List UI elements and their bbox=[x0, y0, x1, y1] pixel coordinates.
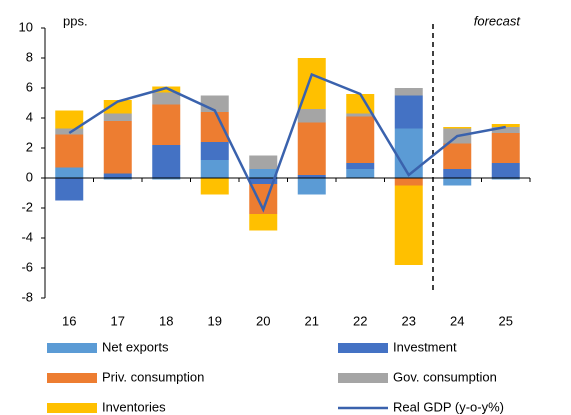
x-tick-label: 16 bbox=[62, 313, 76, 328]
line bbox=[68, 72, 506, 213]
y-tick-label: 0 bbox=[26, 169, 33, 184]
bar bbox=[200, 112, 229, 142]
legend-swatch bbox=[47, 343, 97, 353]
bar bbox=[103, 178, 132, 180]
legend-label: Real GDP (y-o-y%) bbox=[393, 399, 504, 414]
y-tick-label: 8 bbox=[26, 49, 33, 64]
bar bbox=[346, 169, 375, 178]
y-tick-label: 6 bbox=[26, 79, 33, 94]
x-tick-label: 17 bbox=[111, 313, 125, 328]
legend-swatch bbox=[47, 403, 97, 413]
x-tick-label: 19 bbox=[208, 313, 222, 328]
y-tick-label: -4 bbox=[21, 229, 33, 244]
bar bbox=[249, 214, 278, 231]
unit-label: pps. bbox=[63, 13, 88, 28]
bar bbox=[491, 124, 520, 127]
bar bbox=[491, 163, 520, 178]
bar bbox=[103, 173, 132, 178]
bar bbox=[55, 128, 84, 135]
bar bbox=[200, 178, 229, 195]
bar bbox=[346, 163, 375, 169]
bar bbox=[249, 169, 278, 178]
y-tick-label: 2 bbox=[26, 139, 33, 154]
legend-label: Net exports bbox=[102, 339, 169, 354]
x-tick-label: 24 bbox=[450, 313, 464, 328]
x-tick-label: 21 bbox=[305, 313, 319, 328]
x-tick-label: 25 bbox=[499, 313, 513, 328]
y-tick-label: 4 bbox=[26, 109, 33, 124]
x-tick-label: 22 bbox=[353, 313, 367, 328]
x-tick-label: 23 bbox=[402, 313, 416, 328]
bar bbox=[491, 178, 520, 180]
y-tick-label: -8 bbox=[21, 289, 33, 304]
bar bbox=[297, 178, 326, 195]
bar bbox=[394, 185, 423, 265]
bar bbox=[346, 113, 375, 117]
legend-label: Investment bbox=[393, 339, 457, 354]
bar bbox=[443, 169, 472, 178]
legend-swatch bbox=[338, 373, 388, 383]
bar bbox=[394, 95, 423, 129]
bar bbox=[491, 127, 520, 133]
bar bbox=[103, 100, 132, 114]
y-tick-label: 10 bbox=[19, 19, 33, 34]
bar bbox=[297, 175, 326, 178]
y-tick-label: -2 bbox=[21, 199, 33, 214]
bar bbox=[297, 109, 326, 123]
bar bbox=[55, 134, 84, 168]
legend-label: Gov. consumption bbox=[393, 369, 497, 384]
bar bbox=[346, 116, 375, 163]
bar bbox=[200, 142, 229, 160]
legend-label: Priv. consumption bbox=[102, 369, 204, 384]
bar bbox=[103, 121, 132, 174]
bar bbox=[394, 128, 423, 178]
bar bbox=[443, 178, 472, 186]
bar bbox=[394, 178, 423, 186]
bar bbox=[152, 86, 181, 93]
bar bbox=[491, 133, 520, 163]
bar bbox=[152, 145, 181, 178]
bar bbox=[346, 94, 375, 114]
bar bbox=[55, 110, 84, 129]
bar bbox=[443, 127, 472, 129]
bar bbox=[249, 155, 278, 169]
forecast-label: forecast bbox=[474, 13, 522, 28]
bar bbox=[152, 92, 181, 105]
x-tick-label: 18 bbox=[159, 313, 173, 328]
bar bbox=[200, 160, 229, 178]
legend-swatch bbox=[338, 343, 388, 353]
legend-label: Inventories bbox=[102, 399, 166, 414]
bar bbox=[55, 178, 84, 201]
bar bbox=[55, 167, 84, 178]
x-tick-label: 20 bbox=[256, 313, 270, 328]
bar bbox=[249, 178, 278, 184]
bar bbox=[297, 122, 326, 175]
bar bbox=[394, 88, 423, 96]
bar bbox=[103, 113, 132, 121]
legend-swatch bbox=[47, 373, 97, 383]
y-tick-label: -6 bbox=[21, 259, 33, 274]
bar bbox=[152, 178, 181, 180]
bar bbox=[152, 104, 181, 145]
bar bbox=[443, 143, 472, 169]
